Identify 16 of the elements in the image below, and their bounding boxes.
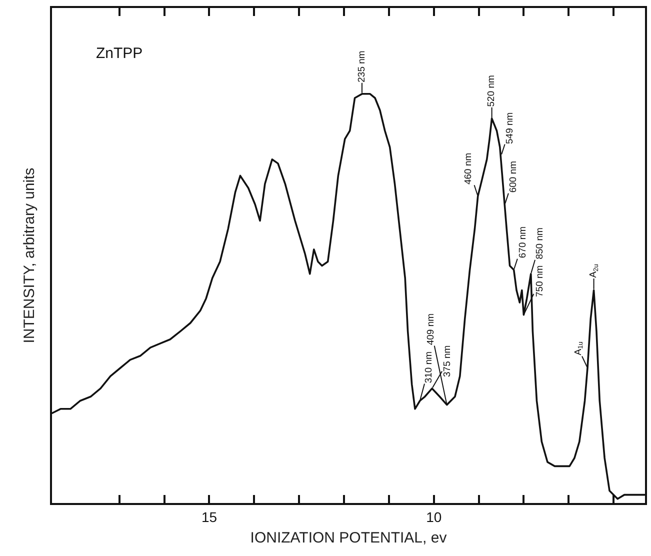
x-axis-title: IONIZATION POTENTIAL, ev bbox=[250, 529, 448, 546]
annotation: 310 nm bbox=[424, 351, 435, 384]
annotation: 409 nm bbox=[426, 313, 437, 346]
annotation: 460 nm bbox=[463, 152, 474, 185]
annotation: 600 nm bbox=[508, 160, 520, 193]
annotation: 235 nm bbox=[356, 50, 368, 82]
annotation: 375 nm bbox=[442, 345, 454, 377]
text: ZnTPP bbox=[96, 45, 143, 62]
x-tick-label: 10 bbox=[426, 508, 442, 525]
annotation: 670 nm bbox=[518, 226, 529, 258]
annotation: 549 nm bbox=[504, 112, 516, 144]
annotation: 750 nm bbox=[534, 265, 546, 297]
annotation: 850 nm bbox=[534, 227, 546, 260]
annotation: 520 nm bbox=[486, 74, 497, 107]
x-tick-label: 15 bbox=[201, 508, 218, 525]
y-axis-title: INTENSITY, arbitrary units bbox=[20, 168, 38, 344]
